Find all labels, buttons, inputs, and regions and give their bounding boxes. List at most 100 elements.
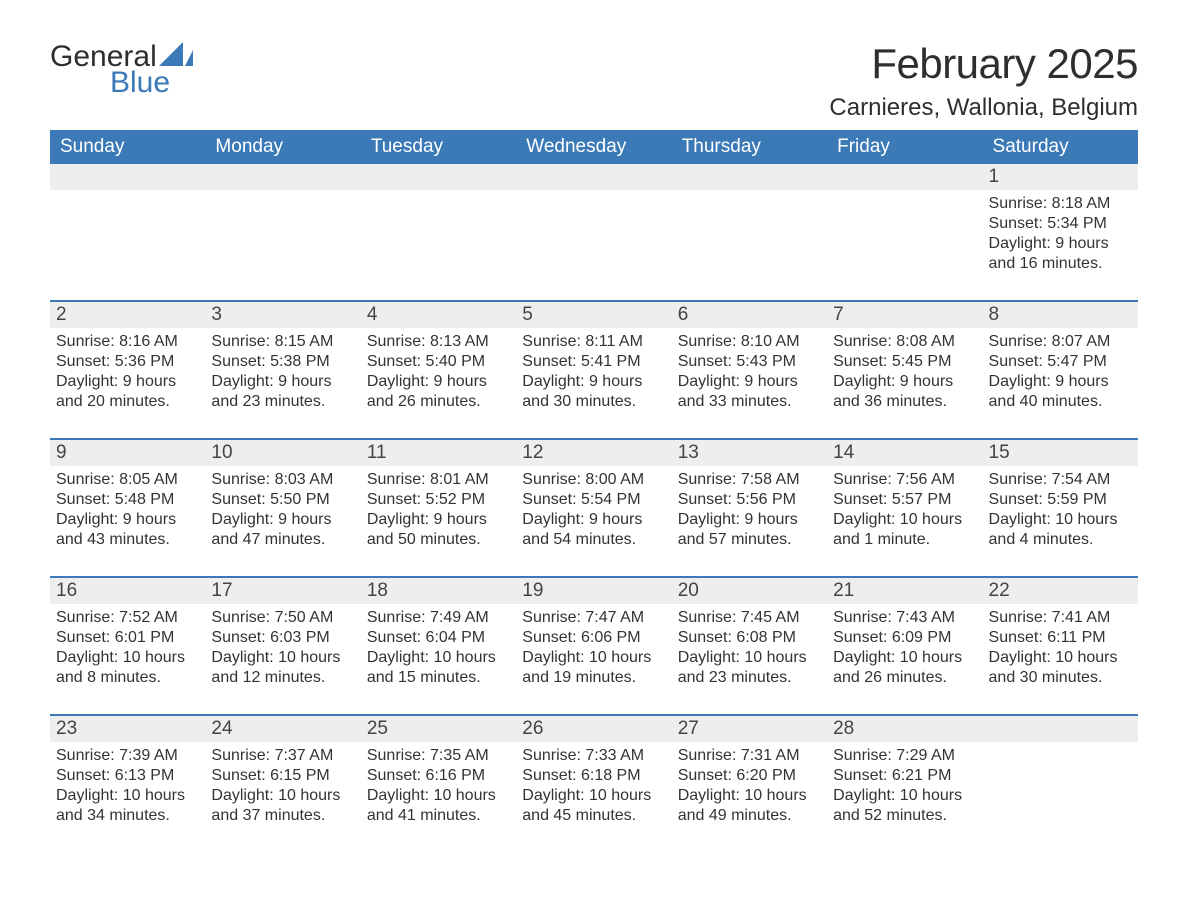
- day-number: [205, 164, 360, 190]
- day-details: Sunrise: 7:31 AMSunset: 6:20 PMDaylight:…: [672, 742, 827, 852]
- day-sunrise: Sunrise: 8:16 AM: [56, 332, 199, 352]
- weekday-header-row: Sunday Monday Tuesday Wednesday Thursday…: [50, 130, 1138, 164]
- day-sunset: Sunset: 6:08 PM: [678, 628, 821, 648]
- day-sunset: Sunset: 6:21 PM: [833, 766, 976, 786]
- calendar-week-row: 16Sunrise: 7:52 AMSunset: 6:01 PMDayligh…: [50, 577, 1138, 715]
- calendar-day-cell: [516, 164, 671, 301]
- day-sunset: Sunset: 6:20 PM: [678, 766, 821, 786]
- calendar-day-cell: 19Sunrise: 7:47 AMSunset: 6:06 PMDayligh…: [516, 577, 671, 715]
- day-details: Sunrise: 8:11 AMSunset: 5:41 PMDaylight:…: [516, 328, 671, 438]
- day-sunrise: Sunrise: 7:50 AM: [211, 608, 354, 628]
- day-dl2: and 8 minutes.: [56, 668, 199, 688]
- calendar-day-cell: [205, 164, 360, 301]
- day-sunset: Sunset: 6:03 PM: [211, 628, 354, 648]
- day-number: 1: [983, 164, 1138, 190]
- day-details: Sunrise: 7:37 AMSunset: 6:15 PMDaylight:…: [205, 742, 360, 852]
- day-number: 15: [983, 440, 1138, 466]
- day-sunrise: Sunrise: 7:35 AM: [367, 746, 510, 766]
- calendar-day-cell: 1Sunrise: 8:18 AMSunset: 5:34 PMDaylight…: [983, 164, 1138, 301]
- calendar-day-cell: 10Sunrise: 8:03 AMSunset: 5:50 PMDayligh…: [205, 439, 360, 577]
- calendar-day-cell: 15Sunrise: 7:54 AMSunset: 5:59 PMDayligh…: [983, 439, 1138, 577]
- day-dl2: and 12 minutes.: [211, 668, 354, 688]
- calendar-day-cell: 12Sunrise: 8:00 AMSunset: 5:54 PMDayligh…: [516, 439, 671, 577]
- day-sunrise: Sunrise: 7:37 AM: [211, 746, 354, 766]
- day-dl1: Daylight: 10 hours: [522, 648, 665, 668]
- calendar-day-cell: 24Sunrise: 7:37 AMSunset: 6:15 PMDayligh…: [205, 715, 360, 852]
- month-title: February 2025: [829, 40, 1138, 88]
- day-sunset: Sunset: 6:13 PM: [56, 766, 199, 786]
- day-number: [50, 164, 205, 190]
- day-sunrise: Sunrise: 8:03 AM: [211, 470, 354, 490]
- day-number: 10: [205, 440, 360, 466]
- day-details: Sunrise: 7:45 AMSunset: 6:08 PMDaylight:…: [672, 604, 827, 714]
- day-sunrise: Sunrise: 8:07 AM: [989, 332, 1132, 352]
- day-dl1: Daylight: 10 hours: [989, 648, 1132, 668]
- day-number: 3: [205, 302, 360, 328]
- day-dl1: Daylight: 10 hours: [833, 648, 976, 668]
- day-number: [516, 164, 671, 190]
- day-sunset: Sunset: 5:36 PM: [56, 352, 199, 372]
- day-details: Sunrise: 7:54 AMSunset: 5:59 PMDaylight:…: [983, 466, 1138, 576]
- day-dl1: Daylight: 9 hours: [678, 372, 821, 392]
- day-sunrise: Sunrise: 8:13 AM: [367, 332, 510, 352]
- day-dl1: Daylight: 10 hours: [678, 786, 821, 806]
- day-dl1: Daylight: 9 hours: [211, 510, 354, 530]
- day-dl2: and 34 minutes.: [56, 806, 199, 826]
- day-dl2: and 20 minutes.: [56, 392, 199, 412]
- header: General Blue February 2025 Carnieres, Wa…: [50, 40, 1138, 122]
- day-dl1: Daylight: 10 hours: [367, 786, 510, 806]
- day-details: Sunrise: 8:03 AMSunset: 5:50 PMDaylight:…: [205, 466, 360, 576]
- calendar-day-cell: 17Sunrise: 7:50 AMSunset: 6:03 PMDayligh…: [205, 577, 360, 715]
- day-sunset: Sunset: 6:18 PM: [522, 766, 665, 786]
- brand-logo: General Blue: [50, 40, 193, 100]
- day-sunset: Sunset: 5:47 PM: [989, 352, 1132, 372]
- weekday-header: Sunday: [50, 130, 205, 164]
- day-sunset: Sunset: 5:50 PM: [211, 490, 354, 510]
- day-sunset: Sunset: 6:01 PM: [56, 628, 199, 648]
- calendar-day-cell: 18Sunrise: 7:49 AMSunset: 6:04 PMDayligh…: [361, 577, 516, 715]
- day-dl2: and 47 minutes.: [211, 530, 354, 550]
- day-dl2: and 45 minutes.: [522, 806, 665, 826]
- day-sunset: Sunset: 5:52 PM: [367, 490, 510, 510]
- calendar-day-cell: 23Sunrise: 7:39 AMSunset: 6:13 PMDayligh…: [50, 715, 205, 852]
- day-sunset: Sunset: 5:43 PM: [678, 352, 821, 372]
- day-dl1: Daylight: 9 hours: [989, 234, 1132, 254]
- day-sunset: Sunset: 6:06 PM: [522, 628, 665, 648]
- calendar-week-row: 23Sunrise: 7:39 AMSunset: 6:13 PMDayligh…: [50, 715, 1138, 852]
- day-details: [361, 190, 516, 300]
- day-details: Sunrise: 8:15 AMSunset: 5:38 PMDaylight:…: [205, 328, 360, 438]
- day-dl1: Daylight: 9 hours: [989, 372, 1132, 392]
- day-details: [827, 190, 982, 300]
- day-sunset: Sunset: 5:38 PM: [211, 352, 354, 372]
- day-sunset: Sunset: 6:11 PM: [989, 628, 1132, 648]
- day-dl1: Daylight: 9 hours: [367, 372, 510, 392]
- day-details: Sunrise: 7:39 AMSunset: 6:13 PMDaylight:…: [50, 742, 205, 852]
- day-details: Sunrise: 8:08 AMSunset: 5:45 PMDaylight:…: [827, 328, 982, 438]
- day-details: Sunrise: 8:05 AMSunset: 5:48 PMDaylight:…: [50, 466, 205, 576]
- calendar-table: Sunday Monday Tuesday Wednesday Thursday…: [50, 130, 1138, 852]
- day-number: 6: [672, 302, 827, 328]
- calendar-day-cell: [827, 164, 982, 301]
- title-block: February 2025 Carnieres, Wallonia, Belgi…: [829, 40, 1138, 122]
- day-dl1: Daylight: 10 hours: [833, 510, 976, 530]
- day-number: 26: [516, 716, 671, 742]
- calendar-day-cell: 8Sunrise: 8:07 AMSunset: 5:47 PMDaylight…: [983, 301, 1138, 439]
- day-details: Sunrise: 7:50 AMSunset: 6:03 PMDaylight:…: [205, 604, 360, 714]
- day-number: 21: [827, 578, 982, 604]
- day-dl2: and 33 minutes.: [678, 392, 821, 412]
- weekday-header: Saturday: [983, 130, 1138, 164]
- day-number: 25: [361, 716, 516, 742]
- weekday-header: Wednesday: [516, 130, 671, 164]
- day-number: 19: [516, 578, 671, 604]
- day-number: [672, 164, 827, 190]
- day-dl2: and 30 minutes.: [522, 392, 665, 412]
- day-dl2: and 23 minutes.: [211, 392, 354, 412]
- day-number: 16: [50, 578, 205, 604]
- day-sunrise: Sunrise: 7:31 AM: [678, 746, 821, 766]
- calendar-day-cell: 13Sunrise: 7:58 AMSunset: 5:56 PMDayligh…: [672, 439, 827, 577]
- day-number: 2: [50, 302, 205, 328]
- day-sunset: Sunset: 5:57 PM: [833, 490, 976, 510]
- calendar-day-cell: 5Sunrise: 8:11 AMSunset: 5:41 PMDaylight…: [516, 301, 671, 439]
- day-dl2: and 23 minutes.: [678, 668, 821, 688]
- calendar-day-cell: 27Sunrise: 7:31 AMSunset: 6:20 PMDayligh…: [672, 715, 827, 852]
